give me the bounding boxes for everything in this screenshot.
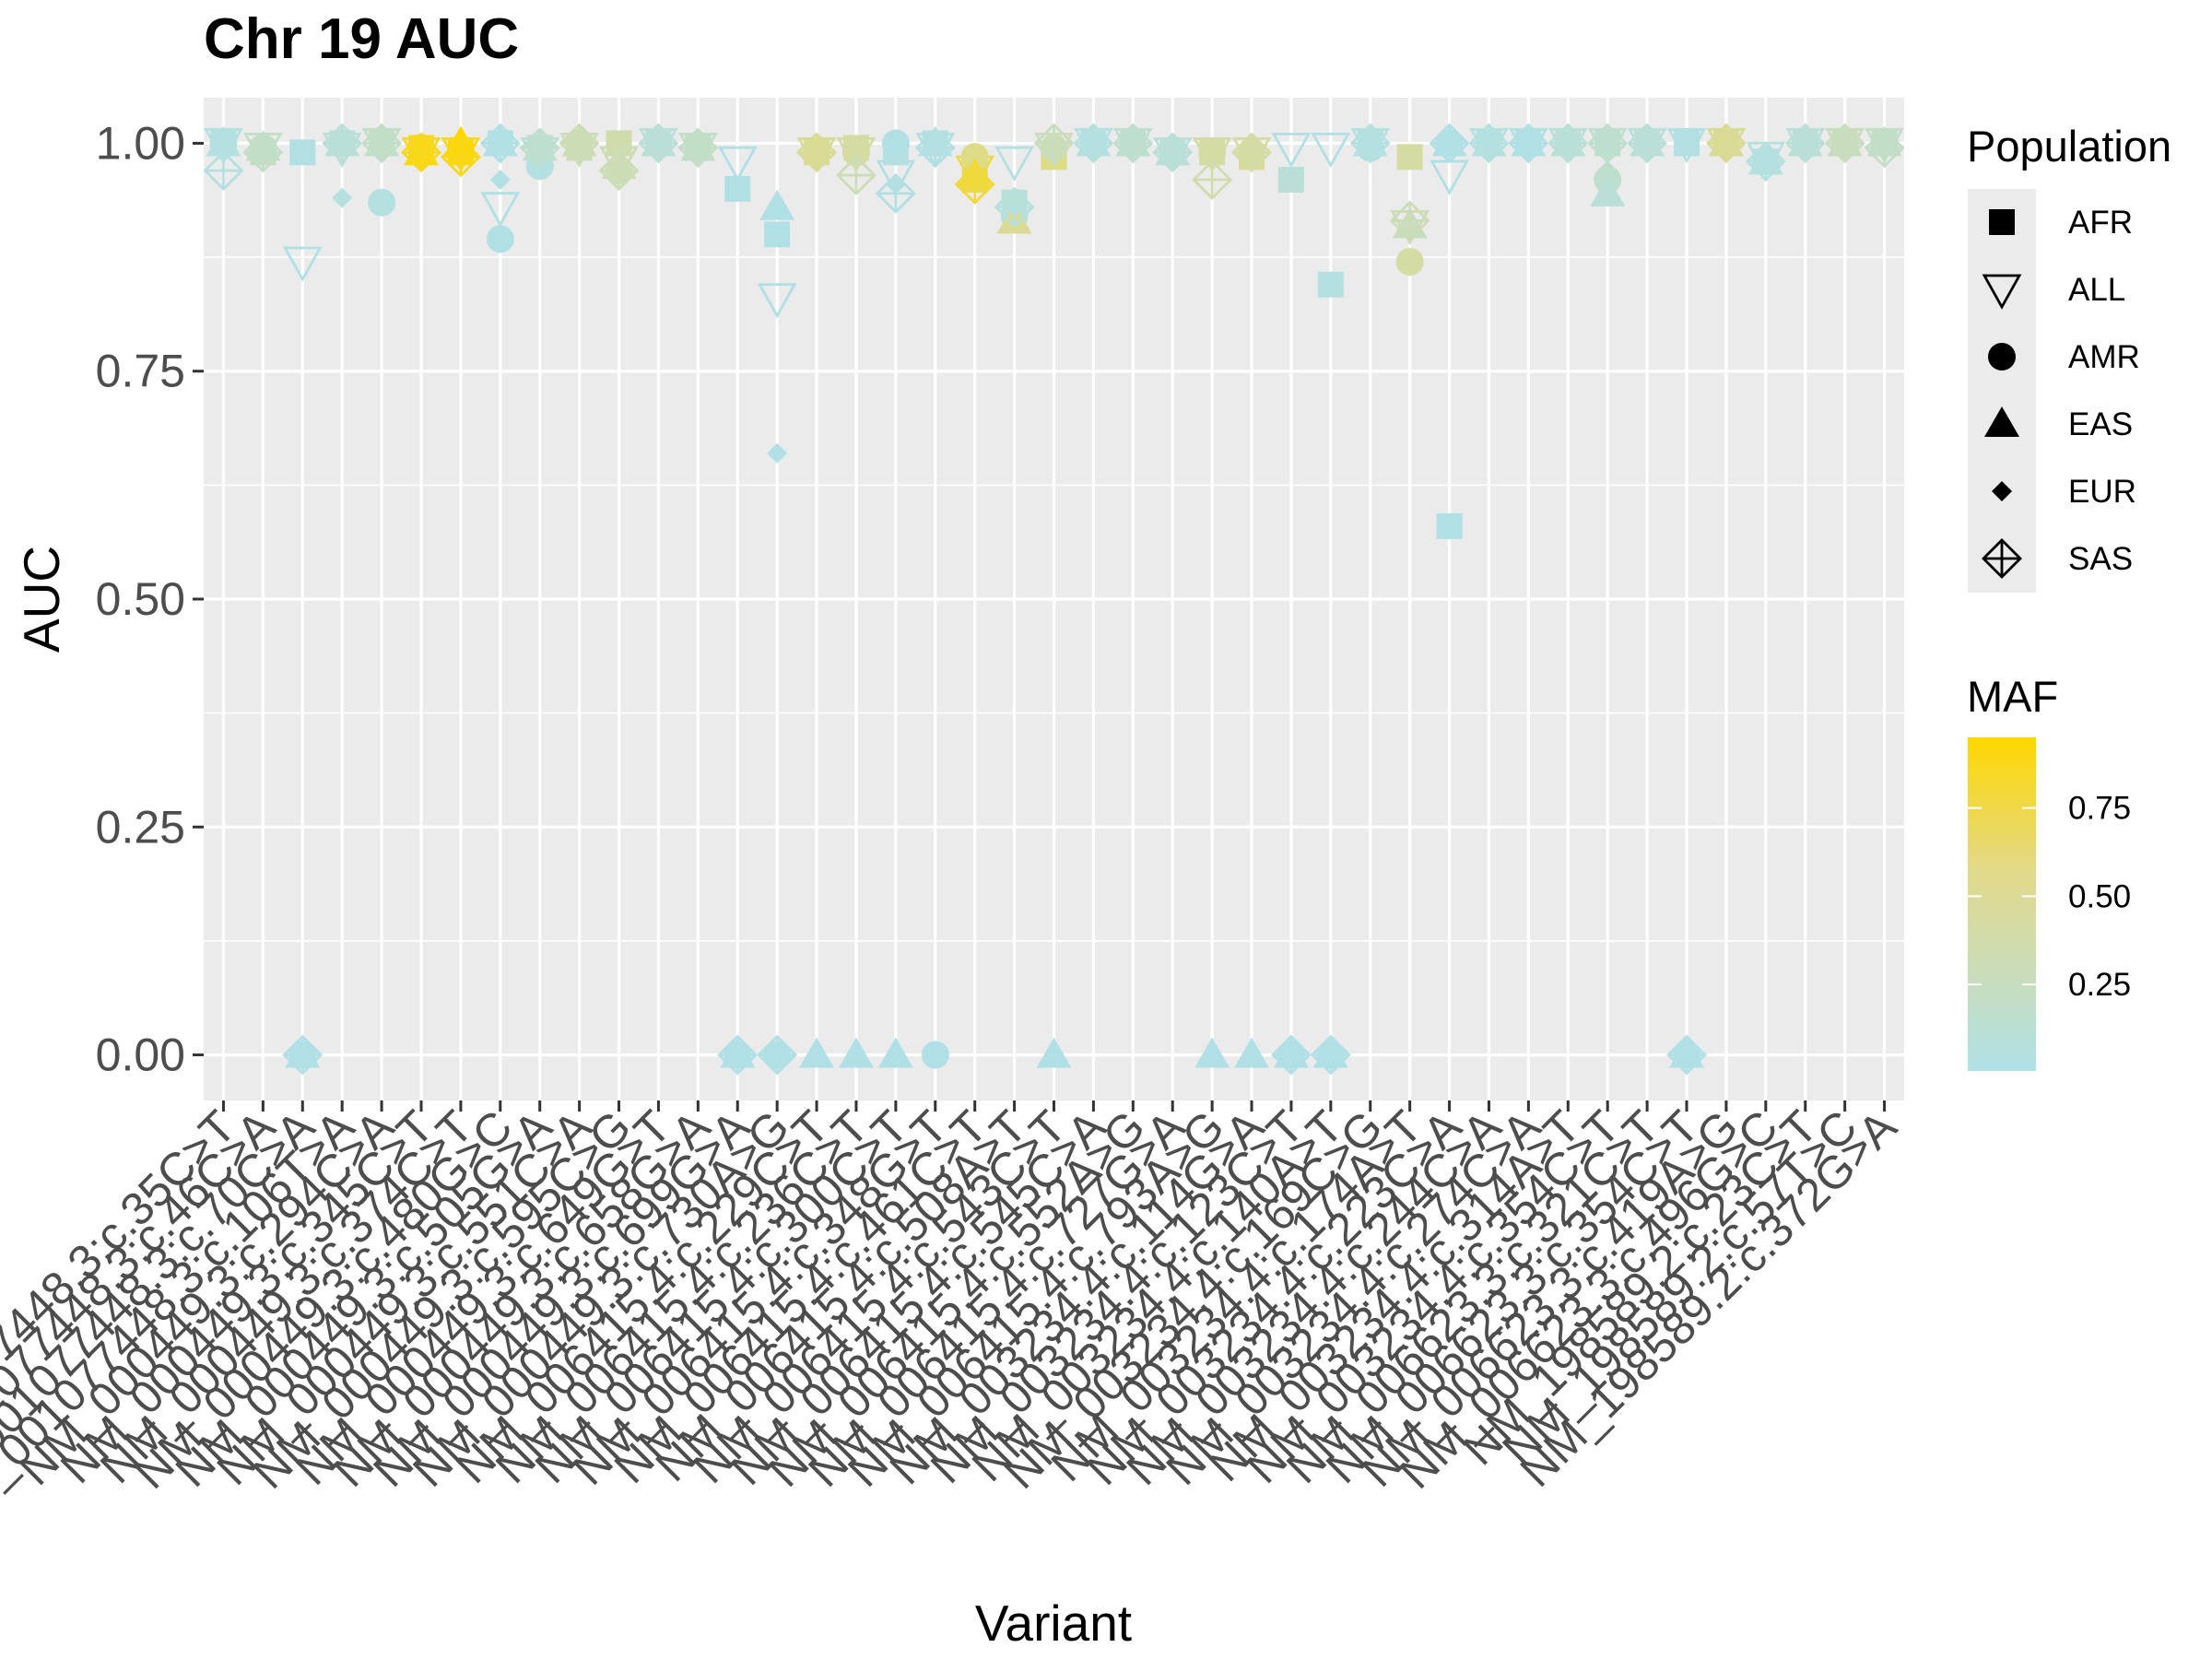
point-amr (921, 1041, 949, 1069)
point-afr (1317, 271, 1344, 298)
legend-key-all (1982, 274, 2022, 310)
point-amr (960, 143, 989, 171)
legend-label-eas: EAS (2068, 406, 2133, 442)
legend-key-afr (1989, 209, 2015, 235)
chart-title: Chr 19 AUC (204, 7, 519, 71)
point-eas (1036, 1037, 1072, 1068)
maf-legend: MAF 0.25 0.50 0.75 (1967, 672, 2131, 1071)
y-axis: 0.00 0.25 0.50 0.75 1.00 (96, 117, 204, 1081)
shape-legend-entries: AFR ALL AMR EAS EUR SAS (1982, 205, 2140, 579)
point-eas (206, 125, 241, 157)
point-eas (1590, 175, 1626, 206)
point-eas (1906, 125, 1941, 156)
legend-key-eas (1984, 406, 2019, 437)
population-legend-title: Population (1967, 122, 2171, 171)
point-all (994, 146, 1034, 182)
y-axis-title: AUC (13, 546, 70, 653)
point-eur (1399, 255, 1420, 276)
point-eur (767, 442, 788, 464)
point-amr (881, 129, 910, 158)
point-sas (1903, 142, 1904, 144)
point-eur (1597, 160, 1618, 182)
x-axis: NM_001077448.3:c.35C>TNM_001077448.3:c.4… (0, 1100, 1907, 1546)
point-eur (332, 187, 353, 208)
population-legend: Population AFR ALL AMR EAS EUR SAS (1967, 122, 2171, 593)
point-eas (838, 1037, 874, 1068)
data-points (204, 123, 1941, 1076)
point-eur (1202, 142, 1223, 163)
legend-key-eur (1992, 481, 2012, 501)
maf-colorbar-ticks: 0.25 0.50 0.75 (1968, 791, 2131, 1003)
legend-key-amr (1988, 343, 2016, 371)
point-all (876, 159, 916, 195)
y-tick-label: 0.25 (96, 801, 185, 853)
point-eas (799, 1037, 835, 1068)
maf-tick-label: 0.25 (2068, 967, 2131, 1003)
y-tick-label: 0.75 (96, 346, 185, 397)
point-all (757, 283, 797, 319)
maf-tick-label: 0.50 (2068, 878, 2131, 914)
point-eur (1913, 133, 1934, 153)
maf-tick-label: 0.75 (2068, 791, 2131, 827)
point-eas (877, 1037, 913, 1068)
maf-colorbar (1968, 737, 2036, 1071)
point-afr (289, 139, 316, 166)
point-all (1311, 132, 1351, 169)
y-tick-label: 0.50 (96, 573, 185, 625)
point-amr (1910, 129, 1937, 157)
point-afr (1911, 130, 1936, 156)
point-amr (368, 188, 396, 217)
y-tick-label: 0.00 (96, 1030, 185, 1081)
x-axis-title: Variant (975, 1594, 1132, 1652)
point-eas (1234, 1037, 1270, 1068)
legend-label-amr: AMR (2068, 339, 2140, 375)
point-afr (1396, 144, 1423, 171)
point-afr (764, 221, 791, 248)
legend-label-sas: SAS (2068, 541, 2133, 577)
point-amr (486, 225, 514, 253)
legend-label-all: ALL (2068, 272, 2125, 308)
point-all (1906, 129, 1941, 160)
point-eur (845, 142, 866, 163)
point-all (480, 192, 521, 228)
point-all (717, 146, 758, 182)
legend-label-eur: EUR (2068, 474, 2136, 510)
point-eas (759, 189, 795, 220)
point-eas (1194, 1037, 1230, 1068)
point-all (282, 246, 323, 282)
point-all (1271, 132, 1312, 169)
legend-label-afr: AFR (2068, 205, 2133, 241)
maf-legend-title: MAF (1967, 672, 2058, 721)
point-afr (1277, 167, 1304, 194)
population-legend-keys (1968, 189, 2036, 593)
point-afr (1436, 512, 1463, 539)
point-eur (489, 170, 511, 191)
y-tick-label: 1.00 (96, 117, 185, 169)
point-all (1666, 128, 1707, 164)
